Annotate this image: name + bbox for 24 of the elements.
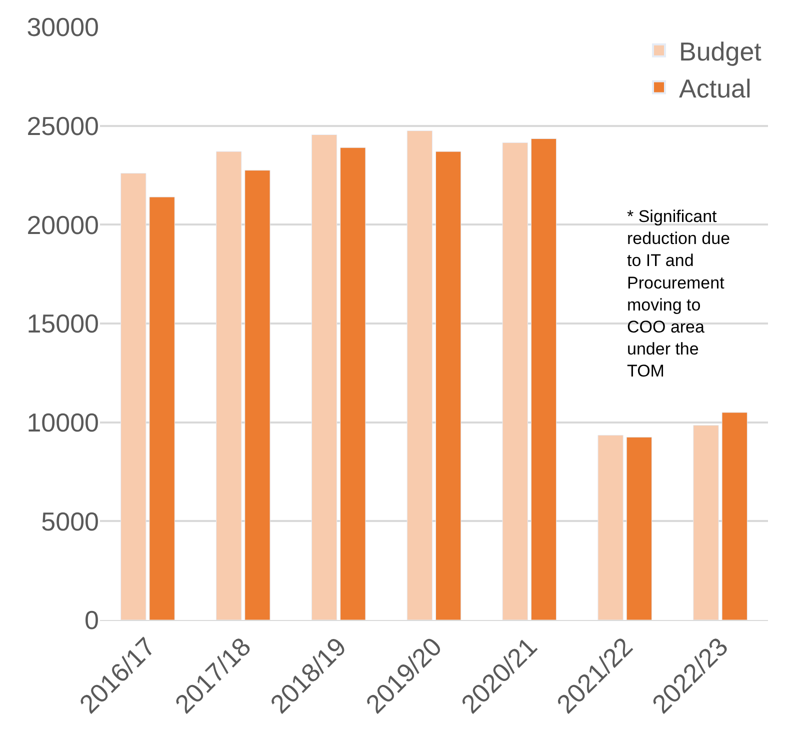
bar	[502, 142, 528, 620]
bar	[311, 134, 338, 620]
bar	[406, 130, 433, 620]
y-tick-label: 5000	[41, 506, 99, 536]
bar	[244, 170, 270, 620]
bar	[598, 434, 624, 620]
legend-label: Budget	[679, 36, 762, 67]
y-tick-label: 30000	[26, 12, 99, 42]
bar	[149, 196, 175, 620]
bar	[626, 436, 652, 620]
bar	[120, 173, 146, 620]
y-tick-label: 25000	[26, 110, 99, 141]
bar	[340, 147, 366, 620]
bar	[435, 151, 462, 620]
bar	[693, 425, 719, 620]
legend-label: Actual	[679, 73, 752, 104]
bar	[216, 151, 242, 620]
bar	[722, 412, 748, 620]
y-tick-label: 10000	[26, 407, 99, 438]
bar	[530, 138, 557, 620]
y-tick-label: 0	[84, 605, 99, 636]
y-tick-label: 20000	[26, 210, 99, 240]
y-tick-label: 15000	[26, 308, 99, 339]
annotation: * Significant reduction due to IT and Procurement moving to COO area under the TOM	[627, 207, 730, 381]
